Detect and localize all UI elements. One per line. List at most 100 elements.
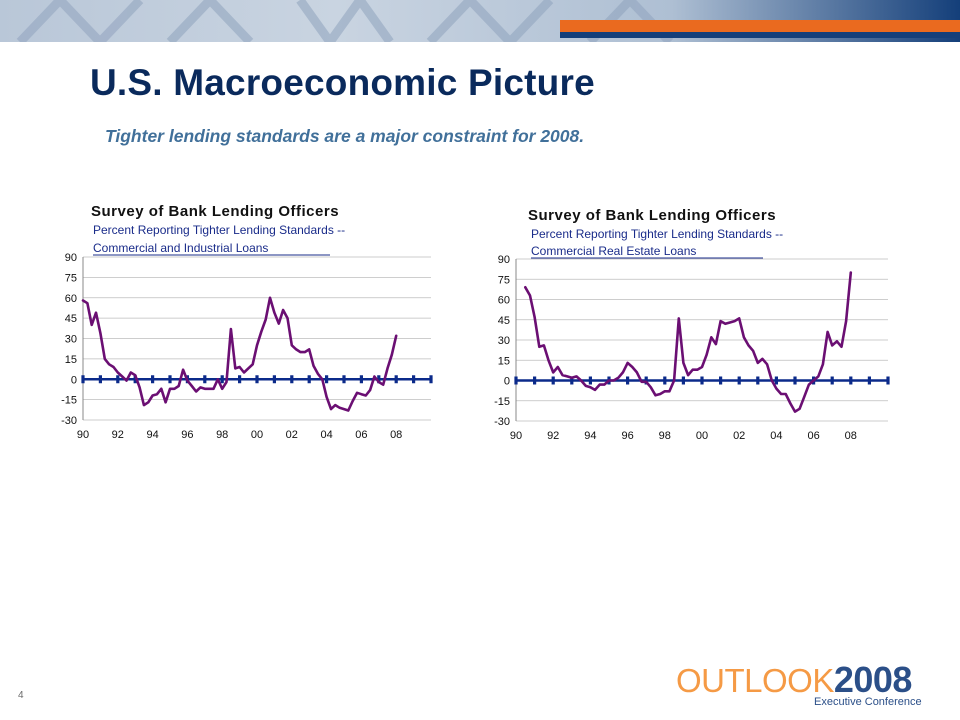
data-point <box>766 363 768 366</box>
x-tick-label: 08 <box>390 429 402 441</box>
data-point <box>330 408 332 411</box>
data-point <box>654 394 657 397</box>
data-point <box>299 351 302 353</box>
zero-line-marker <box>307 375 311 384</box>
data-point <box>190 385 193 387</box>
data-point <box>780 393 782 395</box>
y-tick-label: 75 <box>498 274 510 286</box>
data-point <box>260 330 263 333</box>
zero-line-marker <box>377 375 381 384</box>
zero-line-marker <box>514 376 518 385</box>
data-point <box>199 386 202 389</box>
x-tick-label: 04 <box>320 429 332 441</box>
data-point <box>156 393 158 396</box>
y-tick-label: 0 <box>504 376 510 388</box>
zero-line-marker <box>626 376 630 385</box>
zero-line-marker <box>719 376 723 385</box>
zero-line-marker <box>203 375 207 384</box>
y-tick-label: -30 <box>494 416 510 428</box>
y-tick-label: 60 <box>65 293 77 305</box>
zero-line-marker <box>394 375 398 384</box>
zero-line-marker <box>570 376 574 385</box>
y-tick-label: -15 <box>494 396 510 408</box>
x-tick-label: 90 <box>77 429 89 441</box>
data-point <box>556 366 559 368</box>
zero-line-marker <box>290 375 294 384</box>
data-point <box>715 343 717 345</box>
data-point <box>95 311 97 314</box>
logo-word-outlook: OUTLOOK <box>676 662 834 699</box>
data-point <box>724 322 727 325</box>
zero-line-marker <box>342 375 346 384</box>
data-point <box>552 371 555 374</box>
x-tick-label: 06 <box>355 429 367 441</box>
data-point <box>186 379 189 382</box>
data-point <box>756 362 759 364</box>
series-line <box>81 296 398 412</box>
chart-subtitle-line-2: Commercial and Industrial Loans <box>93 241 268 255</box>
data-point <box>203 387 206 390</box>
data-point <box>761 358 764 360</box>
data-point <box>589 386 592 389</box>
zero-line-marker <box>886 376 890 385</box>
data-point <box>360 393 363 396</box>
data-point <box>691 368 694 371</box>
data-point <box>673 379 675 382</box>
data-point <box>640 380 643 383</box>
outlook-2008-logo: OUTLOOK2008 Executive Conference <box>676 662 926 712</box>
data-point <box>663 390 666 393</box>
chart-cni-loans: Survey of Bank Lending Officers Percent R… <box>61 203 433 441</box>
data-point <box>269 296 271 299</box>
data-point <box>719 320 722 322</box>
data-point <box>373 375 376 378</box>
data-point <box>636 371 638 374</box>
data-point <box>529 294 531 297</box>
x-tick-label: 98 <box>659 430 671 442</box>
zero-line-marker <box>220 375 224 384</box>
data-point <box>173 387 176 390</box>
data-point <box>290 344 293 347</box>
x-tick-label: 00 <box>696 430 708 442</box>
chart-subtitle-line-2: Commercial Real Estate Loans <box>531 244 696 258</box>
data-point <box>580 379 582 382</box>
data-point <box>798 407 801 410</box>
data-point <box>538 345 541 348</box>
y-tick-label: 60 <box>498 295 510 307</box>
banner-orange-stripe <box>560 20 960 32</box>
data-point <box>317 372 319 375</box>
data-point <box>112 366 115 368</box>
zero-line-marker <box>663 376 667 385</box>
series-line <box>523 271 853 413</box>
data-point <box>147 401 150 404</box>
chart-title: Survey of Bank Lending Officers <box>91 203 339 220</box>
data-point <box>334 404 337 406</box>
data-point <box>701 366 703 368</box>
data-point <box>705 353 708 356</box>
zero-line-marker <box>774 376 778 385</box>
data-point <box>789 402 792 405</box>
data-point <box>733 320 736 322</box>
zero-line-marker <box>272 375 276 384</box>
slide-title: U.S. Macroeconomic Picture <box>90 62 595 103</box>
data-point <box>584 385 587 387</box>
zero-line-marker <box>588 376 592 385</box>
data-point <box>143 404 145 406</box>
data-point <box>649 386 652 389</box>
data-point <box>608 379 610 382</box>
zero-line-marker <box>429 375 433 384</box>
data-point <box>164 401 167 404</box>
zero-line-marker <box>681 376 685 385</box>
zero-line-marker <box>830 376 834 385</box>
y-tick-label: 90 <box>65 252 77 264</box>
data-point <box>742 336 745 339</box>
data-point <box>312 364 315 367</box>
x-tick-label: 00 <box>251 429 263 441</box>
data-point <box>321 378 324 381</box>
data-point <box>177 385 180 387</box>
data-point <box>533 316 536 318</box>
data-point <box>645 380 648 383</box>
data-point <box>216 378 219 381</box>
data-point <box>547 359 550 362</box>
data-point <box>668 390 671 393</box>
data-point <box>390 353 393 356</box>
